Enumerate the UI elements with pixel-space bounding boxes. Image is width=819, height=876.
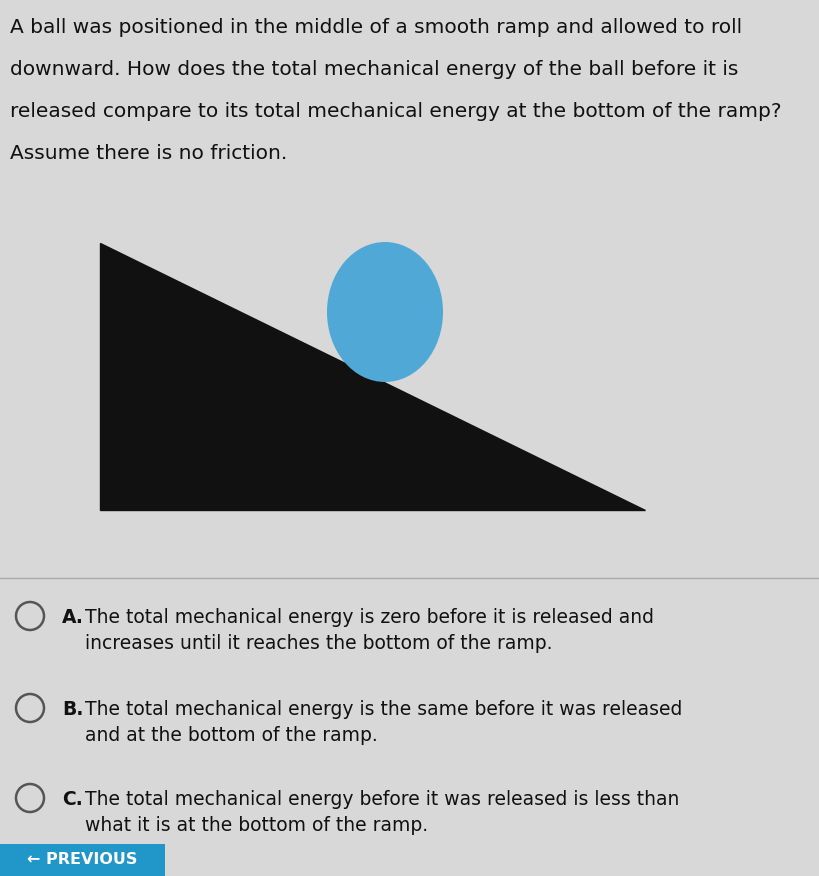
Text: Assume there is no friction.: Assume there is no friction. — [10, 144, 287, 163]
Polygon shape — [100, 243, 645, 510]
Text: The total mechanical energy is zero before it is released and: The total mechanical energy is zero befo… — [85, 608, 654, 627]
Text: downward. How does the total mechanical energy of the ball before it is: downward. How does the total mechanical … — [10, 60, 739, 79]
Text: A.: A. — [62, 608, 84, 627]
Text: A ball was positioned in the middle of a smooth ramp and allowed to roll: A ball was positioned in the middle of a… — [10, 18, 742, 37]
Ellipse shape — [327, 242, 443, 382]
Text: B.: B. — [62, 700, 84, 719]
FancyBboxPatch shape — [0, 844, 165, 876]
Text: increases until it reaches the bottom of the ramp.: increases until it reaches the bottom of… — [85, 634, 553, 653]
Text: ← PREVIOUS: ← PREVIOUS — [27, 852, 138, 867]
Text: and at the bottom of the ramp.: and at the bottom of the ramp. — [85, 726, 378, 745]
Text: The total mechanical energy is the same before it was released: The total mechanical energy is the same … — [85, 700, 682, 719]
Text: what it is at the bottom of the ramp.: what it is at the bottom of the ramp. — [85, 816, 428, 835]
Text: C.: C. — [62, 790, 83, 809]
Text: The total mechanical energy before it was released is less than: The total mechanical energy before it wa… — [85, 790, 680, 809]
Text: released compare to its total mechanical energy at the bottom of the ramp?: released compare to its total mechanical… — [10, 102, 781, 121]
